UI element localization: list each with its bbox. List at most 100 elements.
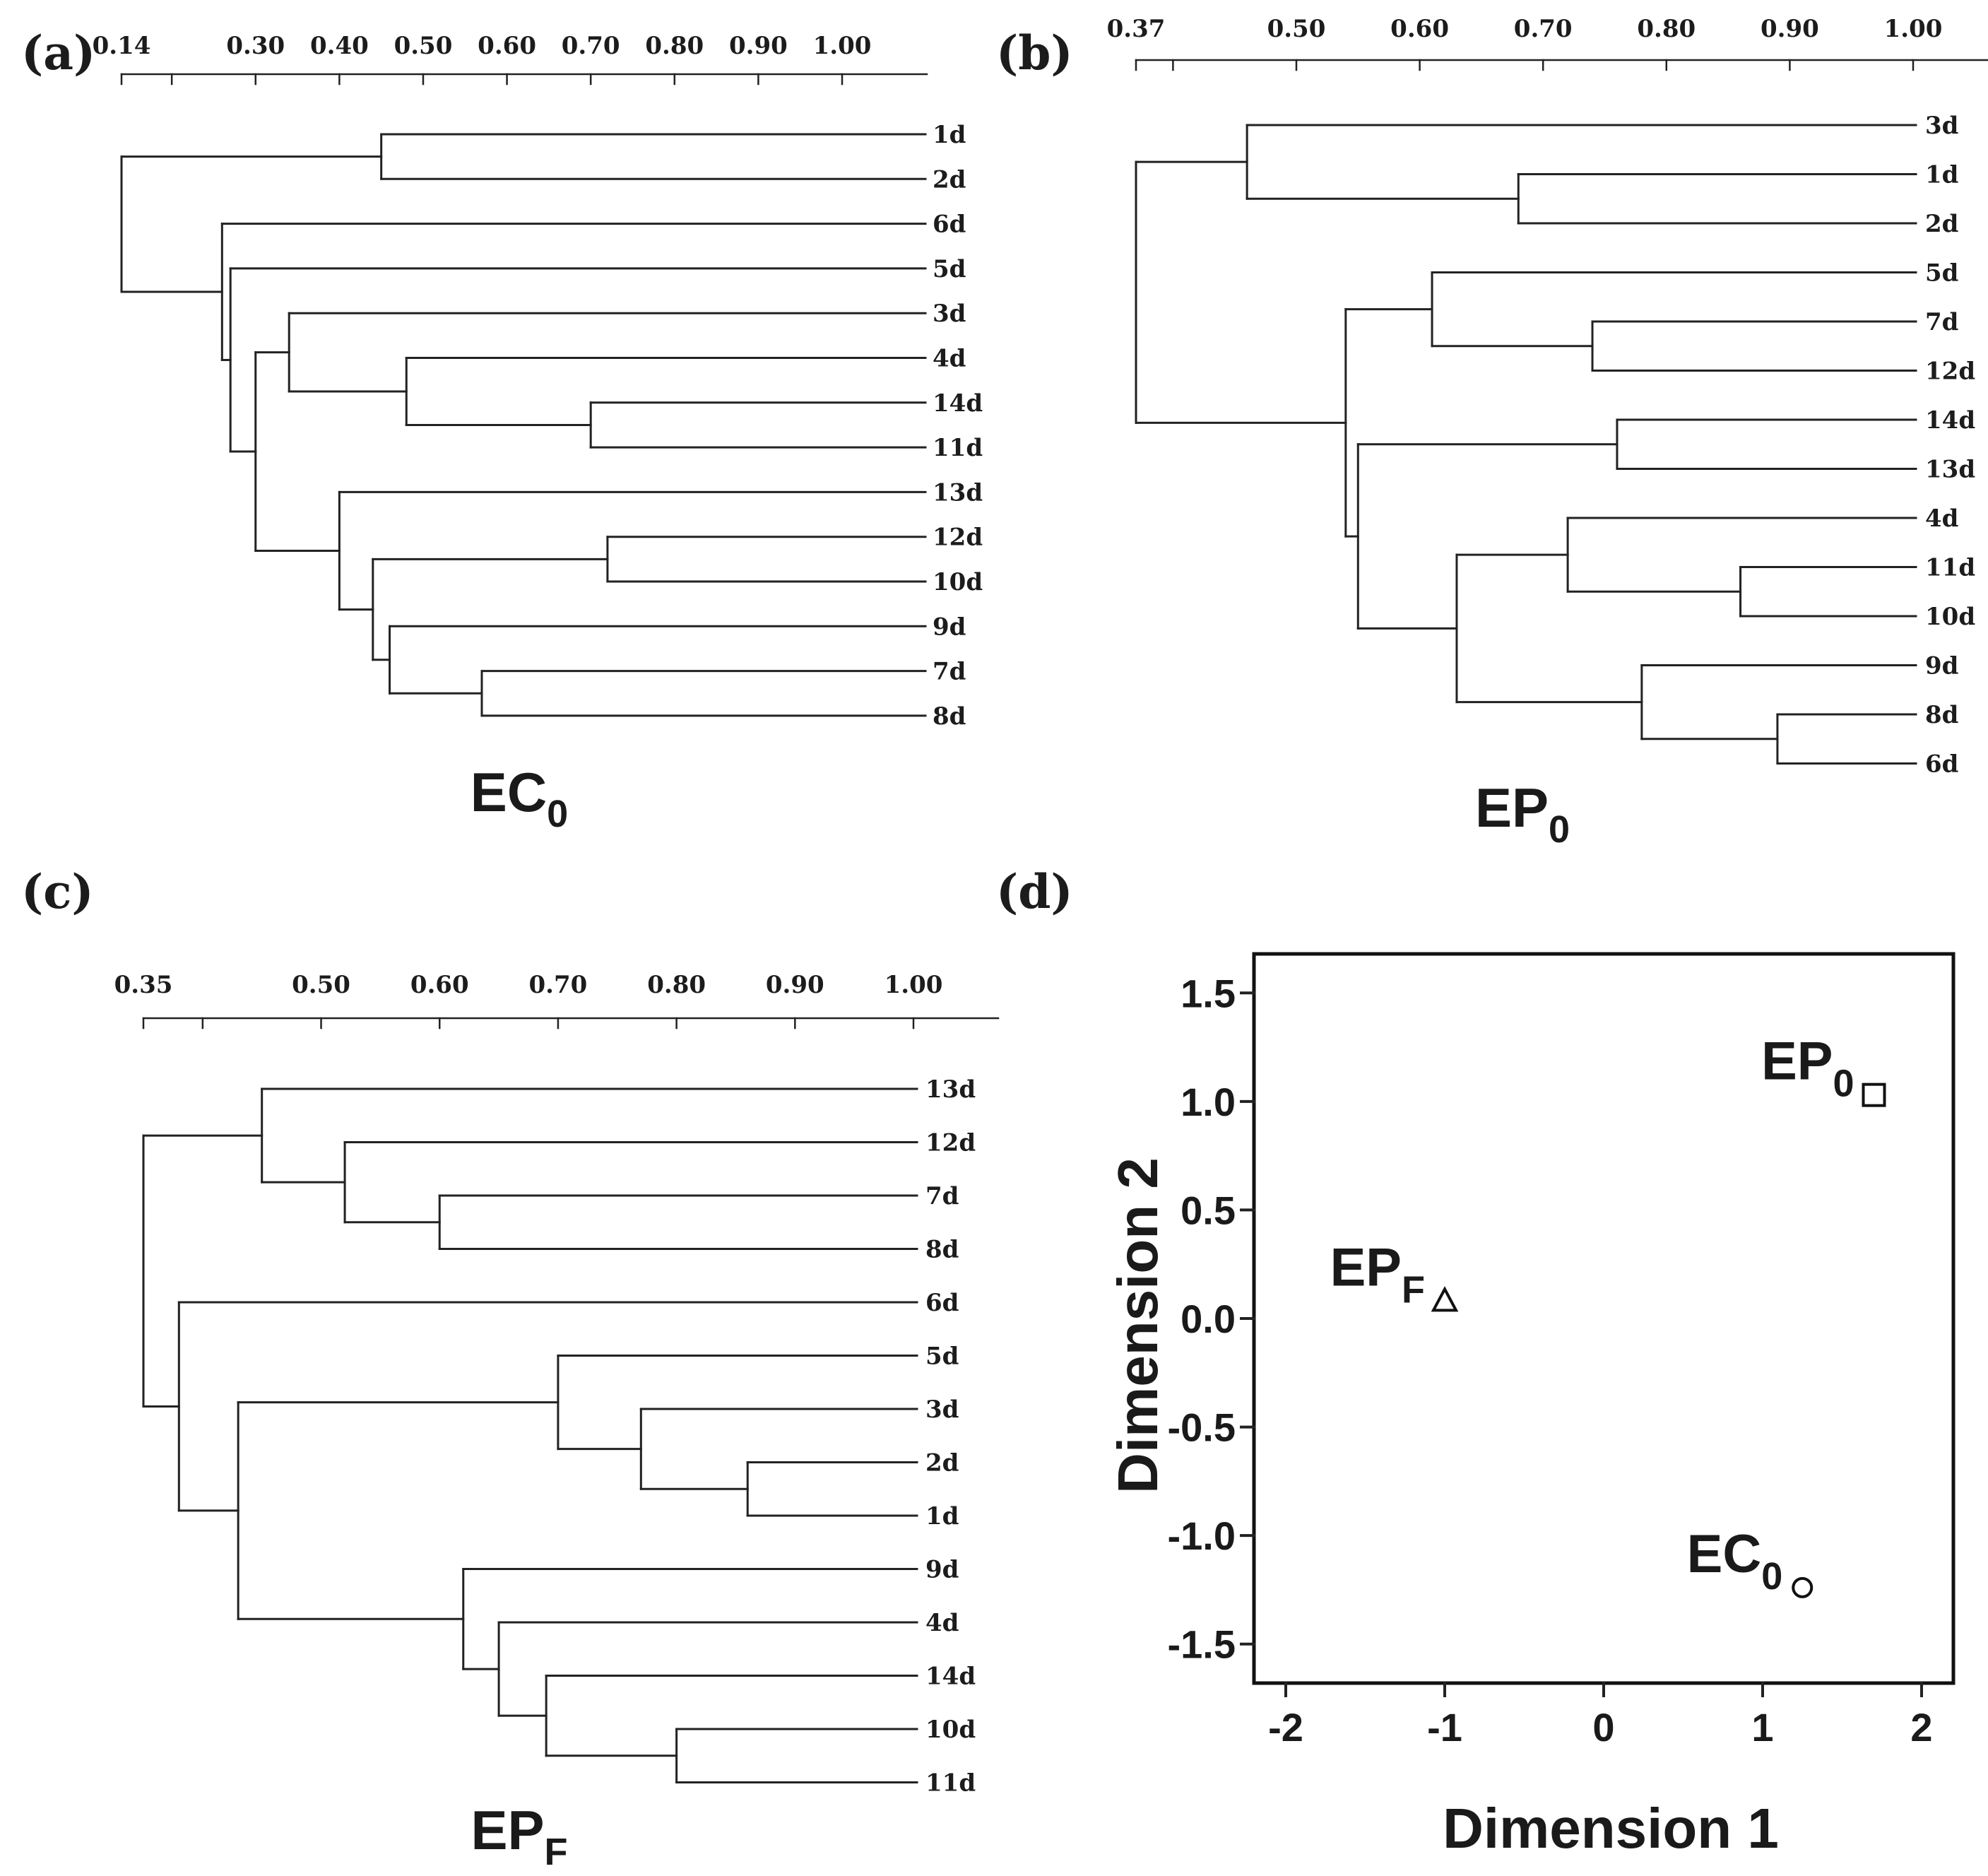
mds-point-label: EC0 [1687,1524,1783,1598]
mds-scatter-plot: -2 -1 0 1 2 1.5 1.0 0.5 0.0 -0.5 -1.0 -1.5 Dimension… [1106,952,1956,1860]
dendrogram-leaf-label: 13d [925,1075,976,1104]
dendrogram-leaf-label: 6d [925,1289,959,1317]
mds-point-label: EPF [1330,1237,1425,1311]
dendrogram-leaf-label: 9d [1925,652,1958,680]
dendrogram-leaf-label: 6d [1925,750,1958,779]
dendrogram-tick-label: 0.80 [647,971,706,999]
mds-x-tick-label: -2 [1268,1705,1303,1750]
dendrogram-leaf-label: 10d [933,568,983,596]
dendrogram-leaf-label: 1d [1925,161,1958,189]
mds-y-tick-label: 0.0 [1181,1297,1236,1341]
dendrogram-tick-label: 0.80 [1637,15,1696,43]
dendrogram-title: EC0 [471,761,568,835]
mds-x-tick-label: -1 [1427,1705,1462,1750]
mds-x-axis-label: Dimension 1 [1443,1797,1779,1860]
mds-point-circle [1792,1576,1814,1598]
dendrogram-leaf-label: 2d [1925,210,1958,238]
dendrogram-leaf-label: 6d [933,211,966,239]
dendrogram-leaf-label: 14d [925,1663,976,1691]
mds-y-tick-label: 1.5 [1181,971,1236,1015]
dendrogram-leaf-label: 13d [933,478,983,507]
mds-y-axis-label: Dimension 2 [1106,1157,1169,1494]
dendrogram-epf: 0.35 0.50 0.60 0.70 0.80 0.90 1.00 13d 12d 7d 8d 6d… [114,971,1000,1873]
dendrogram-title-main: EP [1475,777,1549,839]
dendrogram-leaf-label: 9d [925,1556,959,1584]
panel-letter-c: (c) [21,864,94,919]
dendrogram-leaf-label: 12d [1925,358,1975,386]
panel-letter-d: (d) [996,864,1073,919]
dendrogram-leaf-label: 5d [1925,259,1958,288]
dendrogram-leaf-label: 8d [1925,701,1958,729]
dendrogram-tick-label: 0.37 [1107,15,1166,43]
dendrogram-title-subscript: 0 [1549,808,1570,851]
mds-point-label-main: EP [1330,1237,1402,1297]
dendrogram-tick-label: 0.60 [1390,15,1449,43]
dendrogram-tick-label: 1.00 [813,32,872,60]
mds-x-tick-label: 1 [1751,1705,1773,1750]
dendrogram-leaf-label: 7d [925,1182,959,1210]
dendrogram-title-subscript: 0 [547,793,568,835]
panel-letter-b: (b) [996,25,1073,81]
dendrogram-leaf-label: 11d [933,434,983,462]
dendrogram-leaf-label: 7d [933,658,966,686]
dendrogram-leaf-label: 4d [933,345,966,373]
dendrogram-leaf-label: 12d [925,1129,976,1157]
dendrogram-leaf-label: 3d [933,300,966,328]
dendrogram-tick-label: 0.70 [1514,15,1573,43]
dendrogram-leaf-label: 4d [1925,505,1958,533]
dendrogram-tick-label: 0.60 [410,971,469,999]
mds-point-square [1862,1082,1886,1107]
dendrogram-leaf-label: 10d [925,1716,976,1744]
dendrogram-title-main: EP [471,1799,544,1861]
mds-point-label-subscript: F [1402,1268,1425,1311]
dendrogram-tick-label: 0.70 [562,32,620,60]
dendrogram-leaf-label: 10d [1925,603,1975,631]
dendrogram-tick-label: 0.50 [292,971,350,999]
dendrogram-tick-label: 0.35 [114,971,173,999]
mds-y-tick-label: 0.5 [1181,1188,1236,1232]
mds-point-label: EP0 [1761,1032,1854,1105]
dendrogram-tick-label: 0.30 [226,32,285,60]
dendrogram-tick-label: 0.60 [478,32,536,60]
dendrogram-leaf-label: 13d [1925,456,1975,484]
mds-point-label-subscript: 0 [1833,1063,1854,1105]
dendrogram-tick-label: 0.14 [93,32,151,60]
dendrogram-leaf-label: 5d [925,1343,959,1371]
mds-y-tick-label: -1.0 [1168,1514,1236,1558]
dendrogram-title-subscript: F [545,1831,568,1873]
dendrogram-tick-label: 1.00 [1884,15,1943,43]
dendrogram-tick-label: 0.90 [766,971,824,999]
dendrogram-leaf-label: 3d [925,1396,959,1424]
dendrogram-leaf-label: 3d [1925,112,1958,140]
dendrogram-tick-label: 0.70 [529,971,588,999]
dendrogram-leaf-label: 14d [1925,406,1975,435]
panel-letter-a: (a) [21,25,95,81]
mds-x-tick-label: 0 [1592,1705,1614,1750]
dendrogram-leaf-label: 2d [933,165,966,194]
dendrogram-leaf-label: 4d [925,1609,959,1637]
mds-point-label-main: EP [1761,1032,1833,1092]
dendrogram-tick-label: 0.40 [310,32,369,60]
dendrogram-tick-label: 0.90 [729,32,788,60]
dendrogram-leaf-label: 8d [933,702,966,731]
mds-x-tick-label: 2 [1910,1705,1932,1750]
dendrogram-tick-label: 0.50 [394,32,453,60]
dendrogram-tick-label: 0.90 [1761,15,1819,43]
dendrogram-title-main: EC [471,761,547,823]
dendrogram-leaf-label: 8d [925,1236,959,1264]
dendrogram-leaf-label: 12d [933,524,983,552]
dendrogram-leaf-label: 11d [1925,554,1975,582]
dendrogram-leaf-label: 11d [925,1769,976,1798]
dendrogram-leaf-label: 1d [925,1502,959,1530]
mds-y-tick-label: 1.0 [1181,1080,1236,1124]
dendrogram-leaf-label: 7d [1925,308,1958,336]
dendrogram-leaf-label: 5d [933,255,966,283]
mds-y-tick-label: -1.5 [1168,1622,1236,1667]
dendrogram-leaf-label: 14d [933,389,983,418]
mds-point-label-main: EC [1687,1524,1762,1584]
dendrogram-leaf-label: 1d [933,121,966,149]
dendrogram-leaf-label: 2d [925,1449,959,1477]
mds-point-label-subscript: 0 [1761,1555,1782,1598]
dendrogram-tick-label: 0.50 [1267,15,1326,43]
